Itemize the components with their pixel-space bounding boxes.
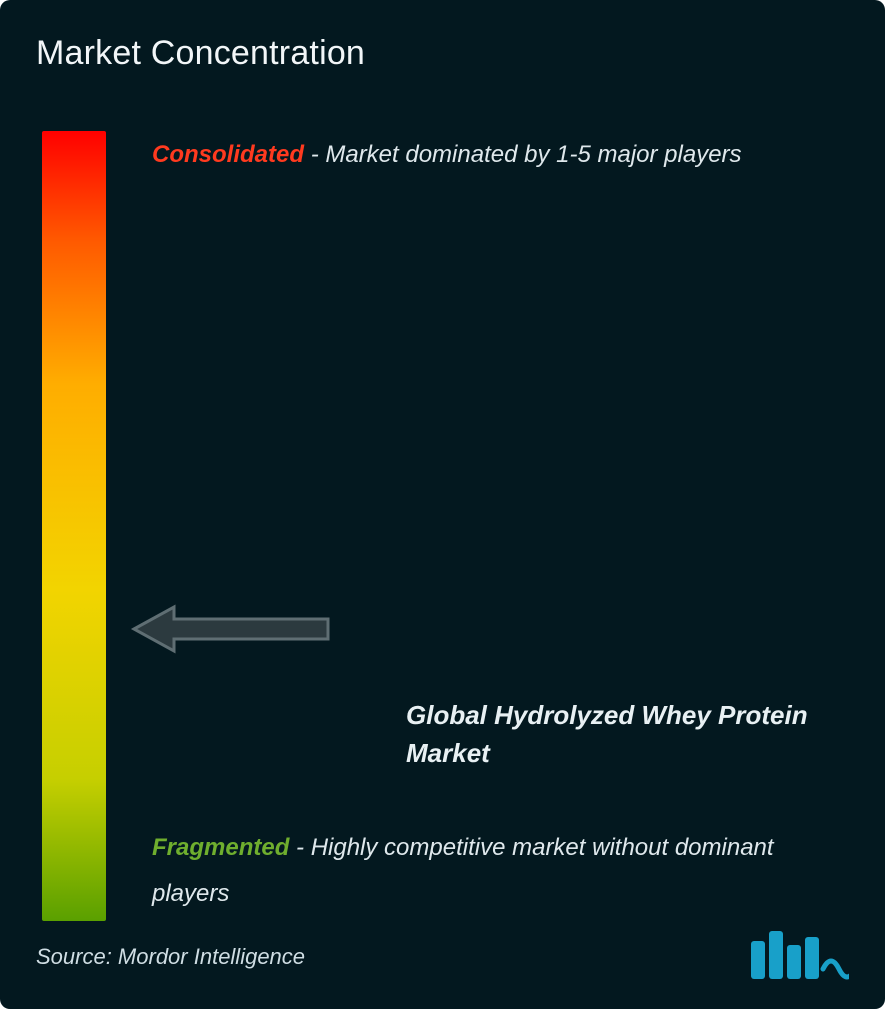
card-content: Consolidated - Market dominated by 1-5 m… [36,101,849,927]
source-line: Source: Mordor Intelligence [36,944,305,970]
mordor-logo-icon [745,929,849,985]
market-name-label: Global Hydrolyzed Whey Protein Market [406,697,829,772]
consolidated-rest: - Market dominated by 1-5 major players [311,141,742,168]
market-concentration-card: Market Concentration Consolidated - Mark… [0,0,885,1009]
position-arrow [126,601,336,657]
fragmented-lead: Fragmented [152,834,289,861]
consolidated-lead: Consolidated [152,141,304,168]
mordor-logo [745,929,849,985]
arrow-icon [126,601,336,657]
card-footer: Source: Mordor Intelligence [36,929,849,985]
consolidated-description: Consolidated - Market dominated by 1-5 m… [152,131,841,179]
card-title: Market Concentration [36,34,849,73]
fragmented-description: Fragmented - Highly competitive market w… [152,825,841,916]
concentration-gradient-bar [42,131,106,921]
